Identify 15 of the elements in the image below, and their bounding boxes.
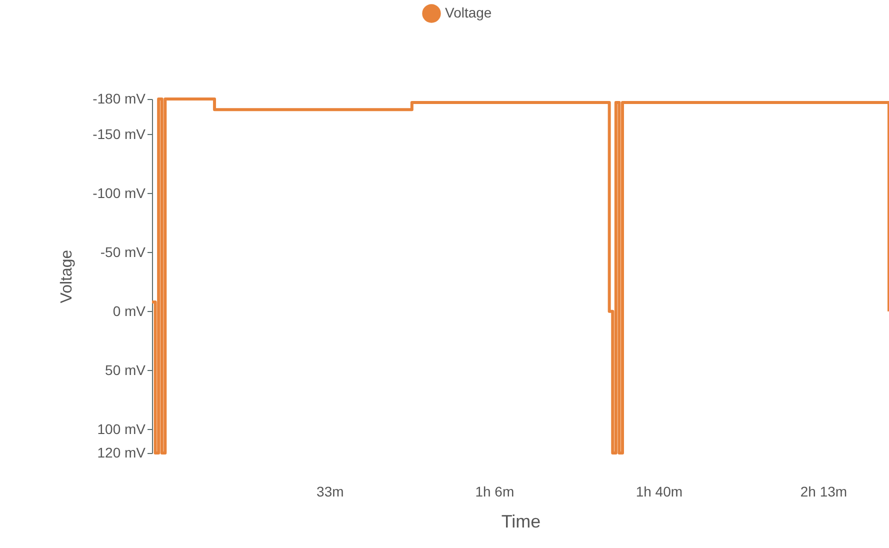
x-tick-label: 1h 6m (475, 484, 514, 500)
y-tick-label: -180 mV (92, 90, 146, 106)
y-tick-label: -50 mV (100, 244, 146, 260)
legend-label: Voltage (445, 4, 492, 20)
x-axis-title: Time (501, 512, 541, 532)
y-tick-label: 120 mV (97, 444, 146, 460)
x-tick-label: 33m (316, 484, 344, 500)
x-tick-label: 1h 40m (636, 484, 683, 500)
y-tick-label: 100 mV (97, 420, 146, 437)
x-tick-label: 2h 13m (800, 484, 848, 500)
y-tick-label: -100 mV (92, 184, 146, 201)
y-axis-title: Voltage (58, 250, 76, 304)
y-tick-label: 0 mV (112, 302, 146, 319)
y-tick-label: 50 mV (105, 362, 146, 378)
y-tick-label: -150 mV (92, 126, 146, 142)
